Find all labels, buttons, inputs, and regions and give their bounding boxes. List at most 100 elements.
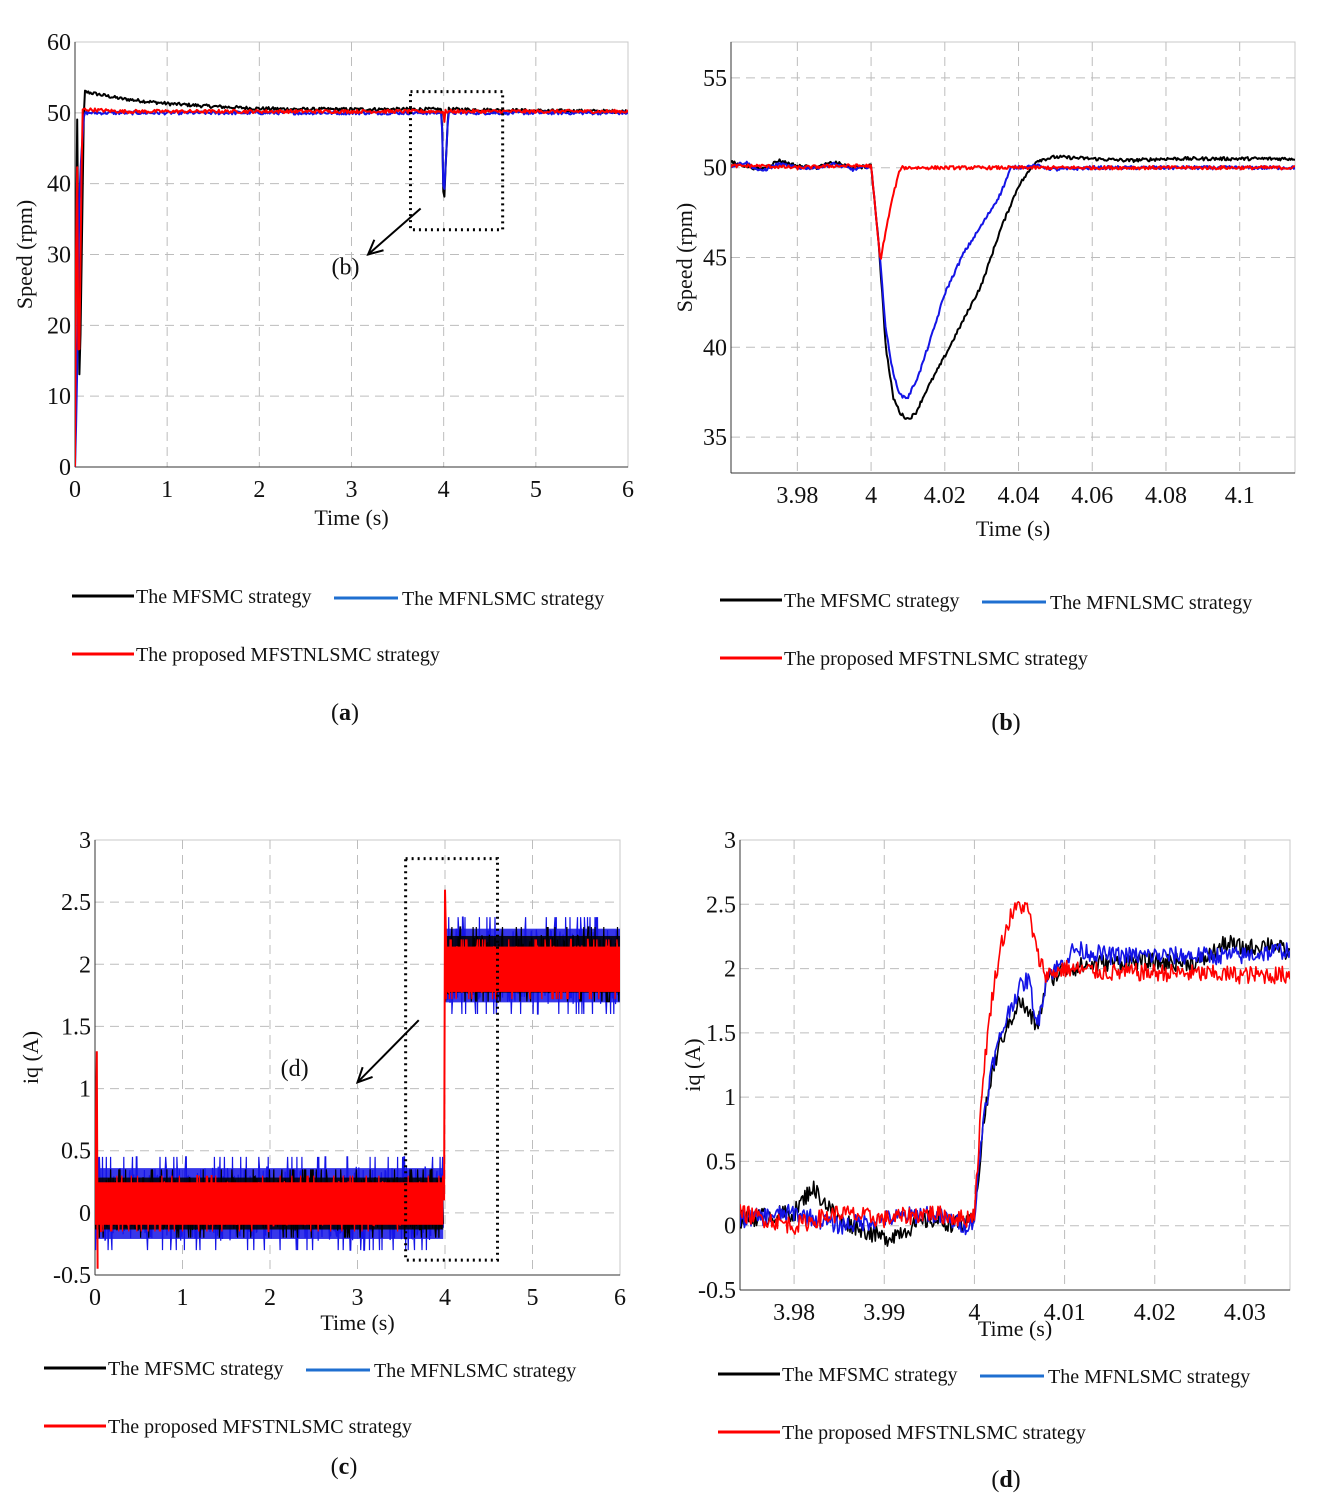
y-tick-label: 1.5 xyxy=(706,1021,736,1047)
x-tick-label: 3.99 xyxy=(863,1300,905,1326)
series-line-proposed xyxy=(740,901,1290,1235)
zoom-box xyxy=(408,90,505,232)
x-tick-label: 6 xyxy=(614,1285,626,1311)
y-tick-label: 0.5 xyxy=(706,1149,736,1175)
signal-spike xyxy=(443,889,448,1201)
x-tick-label: 4 xyxy=(865,483,877,509)
x-tick-label: 3.98 xyxy=(773,1300,815,1326)
y-axis-label: iq (A) xyxy=(680,1038,705,1091)
x-tick-label: 4.03 xyxy=(1224,1300,1266,1326)
legend-label-mfnlsmc: The MFNLSMC strategy xyxy=(1048,1366,1250,1388)
x-axis-label: Time (s) xyxy=(978,1316,1052,1341)
legend-label-proposed: The proposed MFSTNLSMC strategy xyxy=(108,1416,412,1438)
signal-band-fill-proposed xyxy=(445,946,620,992)
legend-label-mfsmc: The MFSMC strategy xyxy=(782,1364,958,1386)
callout-arrow xyxy=(367,207,422,256)
x-tick-label: 0 xyxy=(69,477,81,503)
panel-d: 3.98 3.99 4 4.01 4.02 4.03 -0.5 0 0.5 1 1.5 2 2.5 3 Ti… xyxy=(680,828,1291,1493)
x-tick-label: 5 xyxy=(527,1285,539,1311)
callout-arrowhead xyxy=(366,239,384,257)
series-line-mfsmc xyxy=(731,154,1295,420)
y-tick-label: 1.5 xyxy=(61,1014,91,1040)
callout-arrowhead xyxy=(355,1066,373,1084)
legend-label-proposed: The proposed MFSTNLSMC strategy xyxy=(784,648,1088,670)
y-tick-label: 3 xyxy=(79,828,91,854)
signal-band-fill-proposed xyxy=(95,1182,444,1225)
y-tick-label: -0.5 xyxy=(698,1278,736,1304)
x-tick-label: 6 xyxy=(622,477,634,503)
x-tick-label: 4.02 xyxy=(924,483,966,509)
y-tick-label: 55 xyxy=(703,66,727,92)
legend-label-mfsmc: The MFSMC strategy xyxy=(784,590,960,612)
callout-arrow xyxy=(356,1019,420,1084)
plot-area xyxy=(731,154,1295,420)
x-axis-label: Time (s) xyxy=(976,516,1050,541)
y-tick-label: 1 xyxy=(724,1085,736,1111)
caption-paren-open: ( xyxy=(331,700,339,726)
panel-b: 3.98 4 4.02 4.04 4.06 4.08 4.1 35 40 45 50 55 Time (… xyxy=(672,41,1296,736)
y-tick-label: 10 xyxy=(47,384,71,410)
panel-caption: (d) xyxy=(991,1467,1020,1493)
x-axis-label: Time (s) xyxy=(314,505,388,530)
caption-paren-close: ) xyxy=(1013,1467,1021,1493)
x-tick-label: 4.02 xyxy=(1134,1300,1176,1326)
series-line-mfsmc xyxy=(740,934,1290,1247)
y-axis-label: iq (A) xyxy=(18,1031,43,1084)
x-axis-label: Time (s) xyxy=(320,1310,394,1335)
plot-area xyxy=(95,889,620,1269)
x-tick-label: 3 xyxy=(352,1285,364,1311)
series-line-proposed xyxy=(731,163,1295,260)
caption-paren-open: ( xyxy=(991,710,999,736)
x-tick-label: 4.1 xyxy=(1225,483,1255,509)
x-tick-label: 4 xyxy=(439,1285,451,1311)
x-tick-label: 0 xyxy=(89,1285,101,1311)
x-tick-label: 4 xyxy=(968,1300,980,1326)
x-tick-label: 4.08 xyxy=(1145,483,1187,509)
panel-caption: (a) xyxy=(331,700,359,726)
caption-paren-close: ) xyxy=(349,1454,357,1480)
legend: The MFSMC strategy The MFNLSMC strategy Th… xyxy=(718,1364,1250,1444)
legend-label-mfsmc: The MFSMC strategy xyxy=(108,1358,284,1380)
y-tick-label: 40 xyxy=(703,335,727,361)
legend-label-proposed: The proposed MFSTNLSMC strategy xyxy=(782,1422,1086,1444)
x-tick-label: 1 xyxy=(161,477,173,503)
y-tick-label: 35 xyxy=(703,425,727,451)
y-tick-label: 2 xyxy=(79,952,91,978)
callout-label: (d) xyxy=(281,1056,309,1082)
x-tick-label: 3.98 xyxy=(776,483,818,509)
y-tick-label: 50 xyxy=(703,156,727,182)
y-tick-label: 40 xyxy=(47,172,71,198)
y-tick-label: 0.5 xyxy=(61,1139,91,1165)
x-tick-label: 1 xyxy=(177,1285,189,1311)
x-tick-label: 4 xyxy=(438,477,450,503)
caption-paren-close: ) xyxy=(1013,710,1021,736)
signal-spike xyxy=(95,1051,99,1269)
y-tick-label: 45 xyxy=(703,246,727,272)
panel-caption: (b) xyxy=(991,710,1020,736)
y-tick-label: 30 xyxy=(47,243,71,269)
legend-label-mfsmc: The MFSMC strategy xyxy=(136,586,312,608)
plot-area xyxy=(740,901,1290,1247)
caption-paren-open: ( xyxy=(991,1467,999,1493)
caption-letter: a xyxy=(339,700,351,726)
caption-letter: b xyxy=(999,710,1012,736)
caption-paren-close: ) xyxy=(351,700,359,726)
x-tick-label: 2 xyxy=(253,477,265,503)
legend-label-mfnlsmc: The MFNLSMC strategy xyxy=(402,588,604,610)
caption-letter: d xyxy=(999,1467,1013,1493)
y-tick-label: 0 xyxy=(724,1214,736,1240)
caption-paren-open: ( xyxy=(331,1454,339,1480)
legend: The MFSMC strategy The MFNLSMC strategy Th… xyxy=(720,590,1252,670)
plot-frame xyxy=(730,41,1296,474)
x-tick-label: 2 xyxy=(264,1285,276,1311)
y-tick-label: -0.5 xyxy=(53,1263,91,1289)
y-tick-label: 3 xyxy=(724,828,736,854)
y-axis-label: Speed (rpm) xyxy=(12,200,37,309)
callout-label: (b) xyxy=(332,255,360,281)
series-line-proposed xyxy=(75,107,628,467)
series-line-mfnlsmc xyxy=(740,941,1290,1236)
x-tick-label: 5 xyxy=(530,477,542,503)
